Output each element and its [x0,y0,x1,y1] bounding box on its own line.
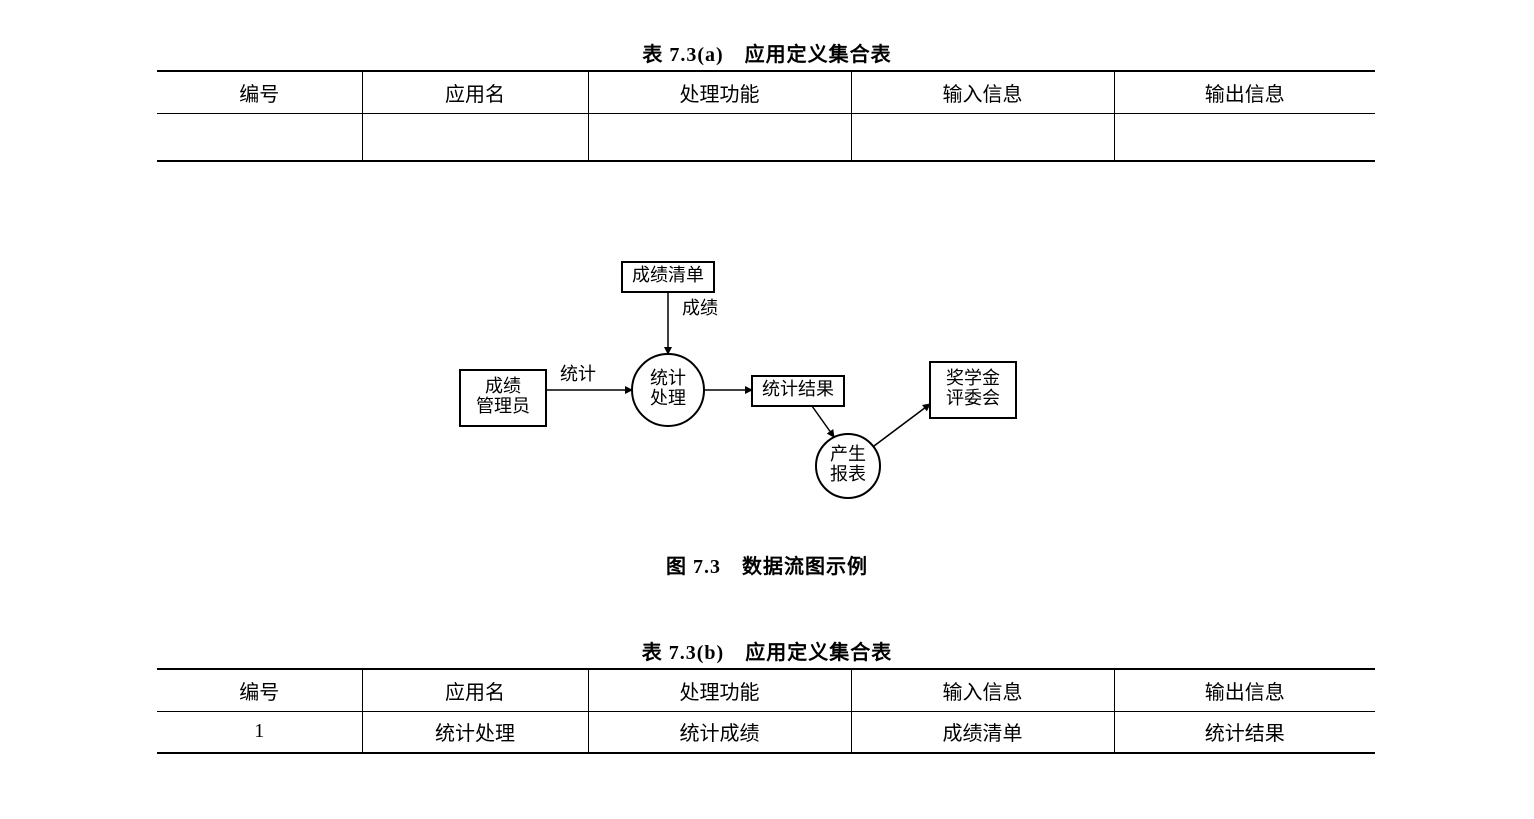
edge-label: 统计 [560,364,596,384]
column-header: 输入信息 [851,71,1114,113]
node-label: 管理员 [476,396,530,416]
table-cell: 统计结果 [1114,711,1375,753]
table-cell [851,113,1114,161]
diagram-caption: 图 7.3 数据流图示例 [0,550,1534,579]
table-row [157,113,1375,161]
page: 表 7.3(a) 应用定义集合表 编号应用名处理功能输入信息输出信息 成绩统计成… [0,0,1534,819]
table-cell [157,113,362,161]
table-b: 编号应用名处理功能输入信息输出信息 1统计处理统计成绩成绩清单统计结果 [157,668,1375,754]
column-header: 编号 [157,71,362,113]
column-header: 处理功能 [588,71,851,113]
node-label: 成绩清单 [632,265,704,285]
table-b-caption: 表 7.3(b) 应用定义集合表 [0,636,1534,665]
table-cell [362,113,588,161]
column-header: 编号 [157,669,362,711]
table-cell: 统计处理 [362,711,588,753]
table-cell [588,113,851,161]
table-a: 编号应用名处理功能输入信息输出信息 [157,70,1375,162]
column-header: 输入信息 [851,669,1114,711]
dataflow-diagram: 成绩统计成绩清单成绩管理员统计处理统计结果产生报表奖学金评委会 [400,232,1120,532]
node-label: 评委会 [946,388,1000,408]
node-label: 处理 [650,388,686,408]
column-header: 应用名 [362,71,588,113]
table-row: 编号应用名处理功能输入信息输出信息 [157,669,1375,711]
flow-arrow [874,404,930,446]
node-label: 奖学金 [946,368,1000,388]
node-label: 成绩 [485,376,521,396]
column-header: 输出信息 [1114,669,1375,711]
flow-arrow [812,406,834,437]
node-label: 统计 [650,368,686,388]
node-label: 统计结果 [762,379,834,399]
column-header: 应用名 [362,669,588,711]
column-header: 输出信息 [1114,71,1375,113]
column-header: 处理功能 [588,669,851,711]
table-a-caption: 表 7.3(a) 应用定义集合表 [0,38,1534,67]
table-cell: 统计成绩 [588,711,851,753]
table-cell [1114,113,1375,161]
table-row: 编号应用名处理功能输入信息输出信息 [157,71,1375,113]
node-label: 产生 [830,444,866,464]
node-label: 报表 [830,464,866,484]
table-cell: 1 [157,711,362,753]
table-cell: 成绩清单 [851,711,1114,753]
table-row: 1统计处理统计成绩成绩清单统计结果 [157,711,1375,753]
edge-label: 成绩 [682,298,718,318]
